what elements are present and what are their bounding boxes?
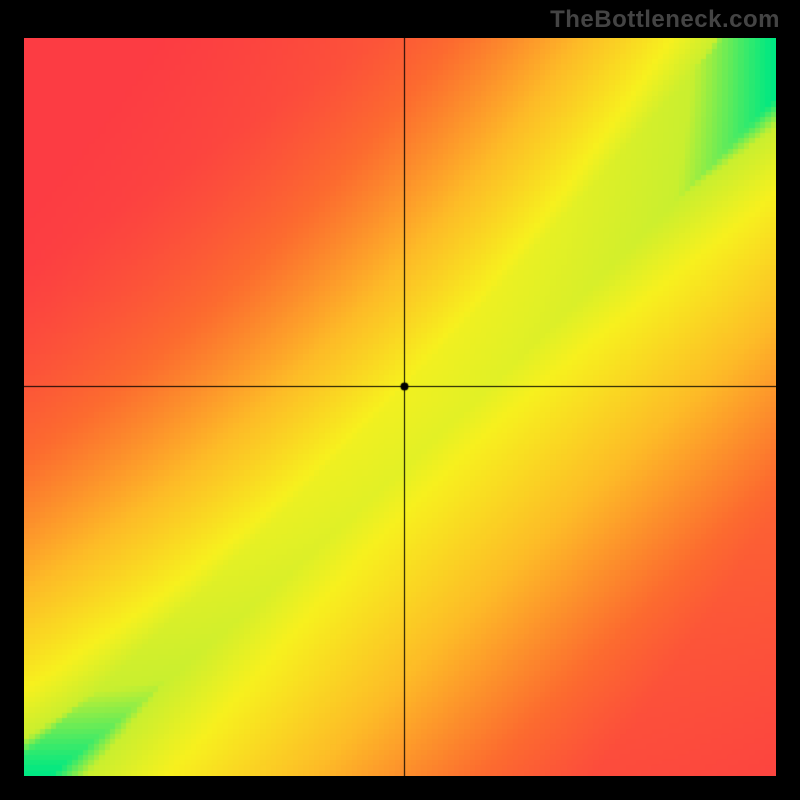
watermark-text: TheBottleneck.com [550,6,780,34]
bottleneck-heatmap [24,38,776,776]
